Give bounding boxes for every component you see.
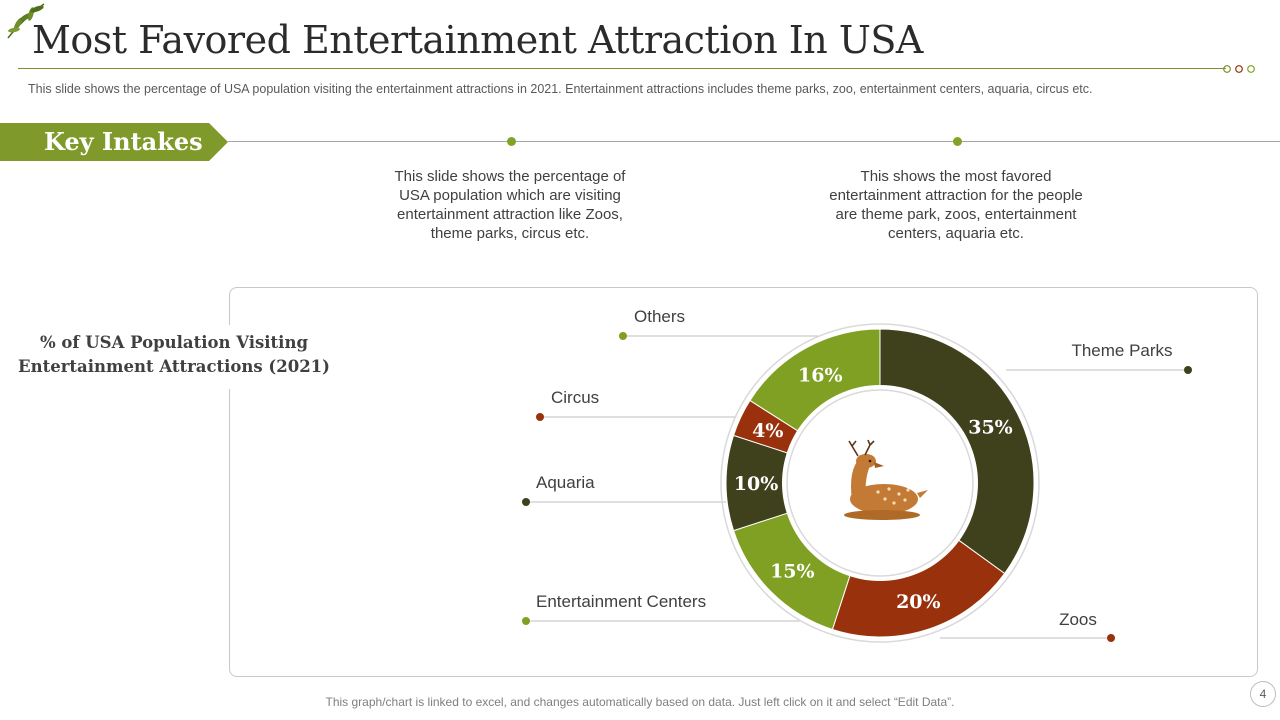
leader-lines: Theme Parks Zoos Entertainment Centers Aqua… — [522, 307, 1192, 642]
leaf-icon — [7, 3, 45, 39]
intake-text-2: This shows the most favored entertainmen… — [829, 168, 1083, 242]
legend-dot-zoos — [1107, 634, 1115, 642]
chart-panel — [229, 287, 1258, 677]
legend-dot-entertainment-centers — [522, 617, 530, 625]
value-label-aquaria: 10% — [734, 473, 779, 495]
legend-dot-circus — [536, 413, 544, 421]
intake-marker-1 — [507, 137, 516, 146]
value-label-entertainment-centers: 15% — [770, 561, 815, 583]
category-label-others: Others — [634, 307, 685, 326]
key-intakes-heading: Key Intakes — [44, 127, 203, 156]
value-label-theme-parks: 35% — [968, 417, 1013, 439]
category-label-aquaria: Aquaria — [536, 473, 595, 492]
value-label-others: 16% — [798, 364, 843, 386]
page-number: 4 — [1250, 681, 1276, 707]
page-subtitle: This slide shows the percentage of USA p… — [28, 82, 1093, 96]
key-intakes-line — [228, 141, 1280, 142]
page-title: Most Favored Entertainment Attraction In… — [32, 18, 923, 62]
intake-marker-2 — [953, 137, 962, 146]
category-label-zoos: Zoos — [1059, 610, 1097, 629]
legend-dot-theme-parks — [1184, 366, 1192, 374]
legend-dot-others — [619, 332, 627, 340]
decorative-dots-icon — [1223, 65, 1255, 73]
donut-slices — [725, 328, 1035, 638]
value-label-circus: 4% — [752, 420, 783, 442]
title-divider — [18, 68, 1226, 69]
category-label-circus: Circus — [551, 388, 599, 407]
donut-inner-ring — [786, 389, 974, 577]
donut-outer-ring — [720, 323, 1040, 643]
value-labels: 35% 20% 15% 10% 4% 16% — [734, 364, 1013, 613]
value-label-zoos: 20% — [896, 591, 941, 613]
category-label-theme-parks: Theme Parks — [1071, 341, 1172, 360]
footer-note: This graph/chart is linked to excel, and… — [325, 695, 955, 709]
chart-title-backdrop — [14, 325, 334, 389]
deer-icon — [844, 439, 928, 520]
category-label-entertainment-centers: Entertainment Centers — [536, 592, 706, 611]
donut-hole — [782, 385, 978, 581]
intake-text-1: This slide shows the percentage of USA p… — [394, 168, 626, 242]
chart-title: % of USA Population Visiting Entertainme… — [18, 333, 330, 376]
key-intakes-banner — [0, 123, 228, 161]
legend-dot-aquaria — [522, 498, 530, 506]
